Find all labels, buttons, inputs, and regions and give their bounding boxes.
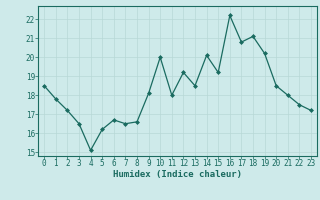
X-axis label: Humidex (Indice chaleur): Humidex (Indice chaleur): [113, 170, 242, 179]
